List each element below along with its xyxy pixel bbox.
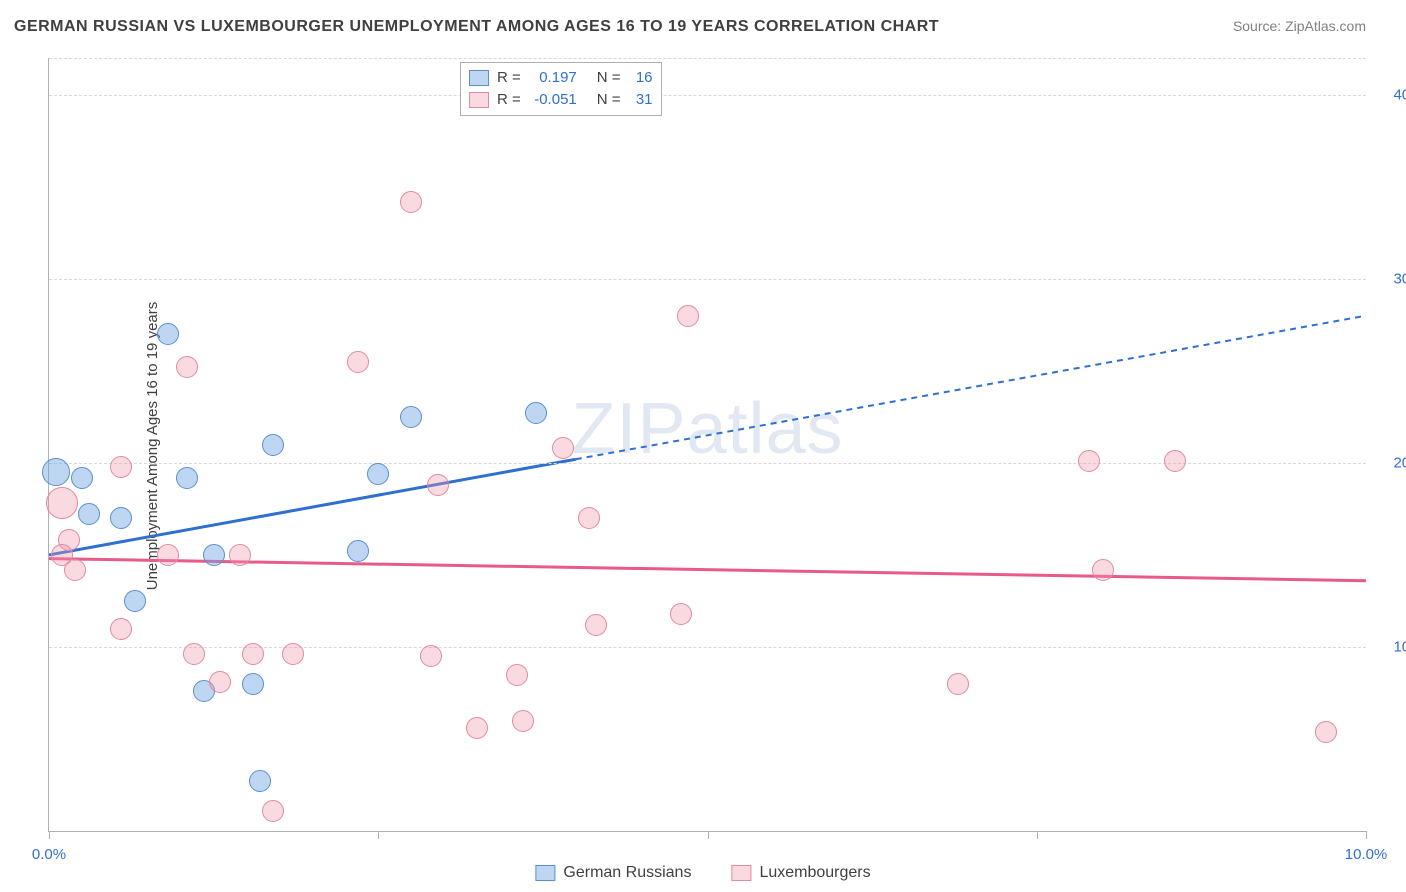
scatter-point xyxy=(183,643,205,665)
gridline xyxy=(49,58,1366,59)
scatter-point xyxy=(347,540,369,562)
scatter-point xyxy=(552,437,574,459)
scatter-point xyxy=(110,456,132,478)
y-tick-label: 40.0% xyxy=(1376,86,1406,103)
y-tick-label: 30.0% xyxy=(1376,270,1406,287)
scatter-point xyxy=(51,544,73,566)
scatter-point xyxy=(71,467,93,489)
scatter-point xyxy=(1315,721,1337,743)
scatter-point xyxy=(242,643,264,665)
scatter-point xyxy=(427,474,449,496)
legend-swatch-icon xyxy=(469,92,489,108)
r-value: 0.197 xyxy=(529,67,577,89)
x-tick xyxy=(49,831,50,839)
scatter-point xyxy=(512,710,534,732)
plot-svg xyxy=(49,58,1366,831)
scatter-point xyxy=(157,323,179,345)
chart-title: GERMAN RUSSIAN VS LUXEMBOURGER UNEMPLOYM… xyxy=(14,18,939,36)
scatter-point xyxy=(506,664,528,686)
scatter-point xyxy=(578,507,600,529)
scatter-point xyxy=(242,673,264,695)
source-label: Source: ZipAtlas.com xyxy=(1233,18,1366,34)
scatter-point xyxy=(78,503,100,525)
n-value: 31 xyxy=(629,89,653,111)
scatter-point xyxy=(249,770,271,792)
scatter-point xyxy=(124,590,146,612)
stats-row: R = 0.197 N = 16 xyxy=(469,67,653,89)
legend-swatch-icon xyxy=(731,865,751,881)
r-label: R = xyxy=(497,89,521,111)
scatter-point xyxy=(176,467,198,489)
trend-line xyxy=(576,316,1366,460)
stats-row: R = -0.051 N = 31 xyxy=(469,89,653,111)
n-label: N = xyxy=(597,67,621,89)
legend-label: German Russians xyxy=(563,864,691,882)
scatter-point xyxy=(157,544,179,566)
scatter-point xyxy=(229,544,251,566)
scatter-point xyxy=(110,507,132,529)
scatter-point xyxy=(420,645,442,667)
x-tick-label: 10.0% xyxy=(1345,846,1388,863)
scatter-point xyxy=(525,402,547,424)
scatter-point xyxy=(367,463,389,485)
x-tick xyxy=(1037,831,1038,839)
scatter-point xyxy=(1164,450,1186,472)
legend-label: Luxembourgers xyxy=(759,864,870,882)
legend-item: German Russians xyxy=(535,864,691,882)
scatter-point xyxy=(585,614,607,636)
correlation-stats-box: R = 0.197 N = 16 R = -0.051 N = 31 xyxy=(460,62,662,116)
scatter-point xyxy=(400,406,422,428)
n-label: N = xyxy=(597,89,621,111)
r-label: R = xyxy=(497,67,521,89)
plot-area: ZIPatlas 10.0%20.0%30.0%40.0%0.0%10.0% xyxy=(48,58,1366,832)
x-tick-label: 0.0% xyxy=(32,846,66,863)
legend-swatch-icon xyxy=(469,70,489,86)
scatter-point xyxy=(110,618,132,640)
scatter-point xyxy=(203,544,225,566)
gridline xyxy=(49,95,1366,96)
x-tick xyxy=(378,831,379,839)
gridline xyxy=(49,279,1366,280)
r-value: -0.051 xyxy=(529,89,577,111)
n-value: 16 xyxy=(629,67,653,89)
scatter-point xyxy=(176,356,198,378)
scatter-point xyxy=(282,643,304,665)
scatter-point xyxy=(209,671,231,693)
scatter-point xyxy=(947,673,969,695)
legend-item: Luxembourgers xyxy=(731,864,870,882)
y-tick-label: 20.0% xyxy=(1376,454,1406,471)
scatter-point xyxy=(670,603,692,625)
x-tick xyxy=(708,831,709,839)
scatter-point xyxy=(1092,559,1114,581)
scatter-point xyxy=(1078,450,1100,472)
scatter-point xyxy=(677,305,699,327)
x-tick xyxy=(1366,831,1367,839)
scatter-point xyxy=(466,717,488,739)
scatter-point xyxy=(46,487,78,519)
scatter-point xyxy=(262,800,284,822)
scatter-point xyxy=(42,458,70,486)
series-legend: German Russians Luxembourgers xyxy=(535,864,870,882)
scatter-point xyxy=(262,434,284,456)
legend-swatch-icon xyxy=(535,865,555,881)
scatter-point xyxy=(400,191,422,213)
scatter-point xyxy=(347,351,369,373)
y-tick-label: 10.0% xyxy=(1376,638,1406,655)
